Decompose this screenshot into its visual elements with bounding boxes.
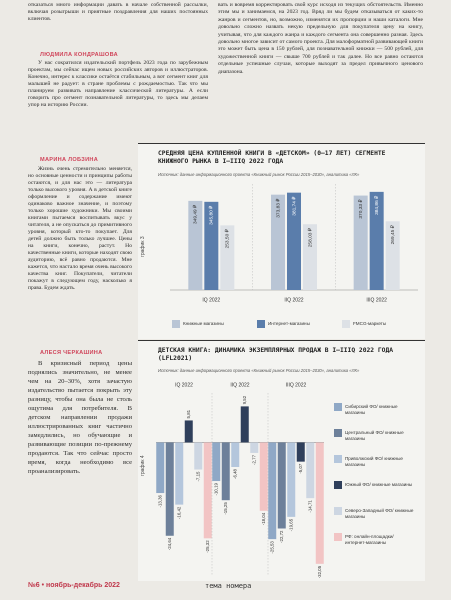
legend-swatch — [334, 533, 342, 541]
legend-label: Северо-Западный ФО/ книжные магазины — [345, 508, 414, 519]
author-name: МАРИНА ЛОБЗИНА — [40, 157, 99, 163]
bar — [287, 192, 301, 290]
value-label: -25,32 — [205, 540, 210, 553]
body-text: отказаться много информации давать в нач… — [28, 2, 208, 22]
legend-swatch — [334, 481, 342, 489]
bar — [296, 442, 305, 462]
value-label: -25,53 — [269, 541, 274, 554]
legend-label: РФ: онлайн-площадки/ интернет-магазины — [345, 534, 394, 545]
plot: IQ 2022 -13,36 -24,64 -16,42 5,81 -7,15 -25,32… — [156, 382, 324, 578]
bar — [303, 224, 317, 290]
legend-label: Книжные магазины — [183, 321, 224, 326]
value-label: -18,04 — [261, 512, 266, 525]
value-label: 349,49 ₽ — [193, 204, 199, 224]
legend-swatch — [342, 320, 350, 328]
legend-label: Центральный ФО/ книжные магазины — [345, 430, 404, 441]
value-label: -6,48 — [232, 468, 237, 479]
value-label: -14,71 — [307, 500, 312, 513]
value-label: 373,83 ₽ — [275, 198, 281, 218]
value-label: -10,19 — [213, 482, 218, 495]
value-label: 384,86 ₽ — [374, 195, 380, 215]
value-label: -24,64 — [167, 537, 172, 550]
legend-label: FMCG-маркеты — [353, 321, 387, 326]
bar — [268, 442, 277, 540]
bar — [369, 191, 384, 290]
category-label: IIQ 2022 — [284, 297, 303, 303]
bar — [385, 221, 400, 290]
bar — [315, 442, 324, 564]
value-label: 381,74 ₽ — [291, 196, 297, 216]
category-label: IIIQ 2022 — [286, 382, 307, 388]
bar — [271, 194, 285, 290]
value-label: -22,72 — [279, 530, 284, 543]
bar — [287, 442, 296, 517]
bar — [194, 442, 203, 470]
legend-swatch — [334, 455, 342, 463]
body-text: вать и вовремя корректировать свой курс … — [218, 2, 423, 75]
bar — [250, 442, 259, 453]
chart-title: Детская книга: динамика экземплярных про… — [158, 347, 394, 362]
bar — [231, 442, 240, 467]
plot: IQ 2022 349,49 ₽ 345,80 ₽ 253,50 ₽ IIQ 2022 3… — [170, 184, 418, 303]
legend-label: Южный ФО/ книжные магазины — [345, 482, 413, 487]
bar — [221, 442, 230, 501]
legend-swatch — [257, 320, 265, 328]
value-label: -2,77 — [251, 454, 256, 465]
value-label: -32,05 — [317, 565, 322, 578]
bar — [203, 442, 212, 539]
bar — [353, 195, 368, 290]
chart-subtitle: Источник: данные информационного проекта… — [158, 172, 360, 177]
value-label: -7,15 — [195, 471, 200, 482]
legend-label: Приволжский ФО/ книжные магазины — [345, 456, 403, 467]
bar — [277, 442, 286, 529]
category-label: IIQ 2022 — [230, 382, 249, 388]
bar — [212, 442, 221, 482]
bar — [184, 420, 193, 443]
author-name: ЛЮДМИЛА КОНДРАШОВА — [40, 52, 118, 58]
bar — [240, 406, 249, 443]
body-text: У нас сократился издательский портфель 2… — [28, 60, 208, 108]
value-label: 345,80 ₽ — [209, 205, 215, 225]
value-label: 370,33 ₽ — [358, 199, 364, 219]
legend-label: Интернет-магазины — [268, 321, 310, 326]
value-label: -19,65 — [288, 518, 293, 531]
chart-title: Средняя цена купленной книги в «Детском»… — [158, 150, 386, 165]
bar — [175, 442, 184, 505]
category-label: IQ 2022 — [202, 297, 220, 303]
chart: график 4 Детская книга: динамика экземпля… — [138, 340, 425, 581]
bar — [188, 200, 203, 290]
legend-swatch — [334, 403, 342, 411]
category-label: IIIQ 2022 — [366, 297, 387, 303]
bar — [259, 442, 268, 511]
legend-label: Сибирский ФО/ книжные магазины — [345, 404, 398, 415]
value-label: -13,36 — [157, 494, 162, 507]
chart-subtitle: Источник: данные информационного проекта… — [158, 368, 360, 373]
value-label: 9,52 — [242, 395, 247, 404]
legend-swatch — [334, 507, 342, 515]
bar — [306, 442, 315, 499]
value-label: -16,42 — [176, 506, 181, 519]
bar — [220, 225, 235, 290]
value-label: 258,03 ₽ — [307, 227, 313, 247]
value-label: -5,07 — [298, 463, 303, 474]
category-label: IQ 2022 — [175, 382, 193, 388]
bar — [156, 442, 165, 494]
bar — [204, 201, 219, 290]
bar — [165, 442, 174, 536]
body-text: Жизнь очень стремительно меняется, но ос… — [28, 166, 132, 291]
issue: №6 • ноябрь-декабрь 2022 — [28, 582, 120, 589]
legend-swatch — [334, 429, 342, 437]
chart: график 3 Средняя цена купленной книги в «… — [138, 143, 425, 339]
author-name: АЛЕСЯ ЧЕРКАШИНА — [40, 350, 103, 356]
value-label: -15,25 — [223, 502, 228, 515]
legend-swatch — [172, 320, 180, 328]
value-label: 253,50 ₽ — [225, 228, 231, 248]
value-label: 5,81 — [186, 409, 191, 418]
value-label: 269,45 ₽ — [390, 224, 396, 244]
section-name: тема номера — [205, 582, 252, 590]
body-text: В кризисный период цены поднялись значит… — [28, 360, 132, 475]
